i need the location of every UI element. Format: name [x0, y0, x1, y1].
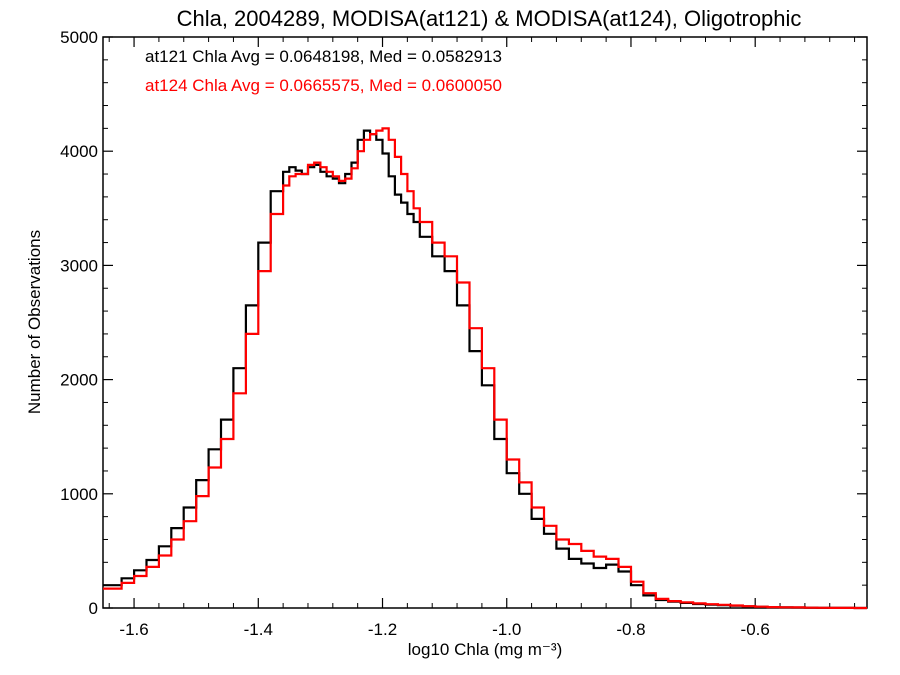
y-tick-label: 0 — [89, 599, 98, 618]
x-tick-label: -1.2 — [368, 620, 397, 639]
x-tick-label: -1.0 — [492, 620, 521, 639]
annotation-at124: at124 Chla Avg = 0.0665575, Med = 0.0600… — [145, 76, 502, 95]
y-tick-label: 2000 — [60, 371, 98, 390]
x-tick-label: -1.6 — [119, 620, 148, 639]
x-tick-label: -1.4 — [244, 620, 273, 639]
y-tick-label: 3000 — [60, 256, 98, 275]
x-axis-label: log10 Chla (mg m⁻³) — [408, 640, 562, 659]
y-tick-label: 1000 — [60, 485, 98, 504]
annotation-at121: at121 Chla Avg = 0.0648198, Med = 0.0582… — [145, 47, 502, 66]
x-tick-label: -0.6 — [741, 620, 770, 639]
y-axis: 0 1000 2000 3000 4000 5000 — [60, 28, 867, 618]
series-group — [103, 127, 867, 610]
y-tick-label: 5000 — [60, 28, 98, 47]
y-axis-label: Number of Observations — [25, 230, 44, 414]
x-tick-label: -0.8 — [616, 620, 645, 639]
series-line-1 — [103, 127, 867, 610]
y-tick-label: 4000 — [60, 142, 98, 161]
x-axis: -1.6 -1.4 -1.2 -1.0 -0.8 -0.6 — [108, 37, 856, 639]
plot-frame — [102, 36, 868, 609]
chart-title: Chla, 2004289, MODISA(at121) & MODISA(at… — [177, 6, 802, 31]
